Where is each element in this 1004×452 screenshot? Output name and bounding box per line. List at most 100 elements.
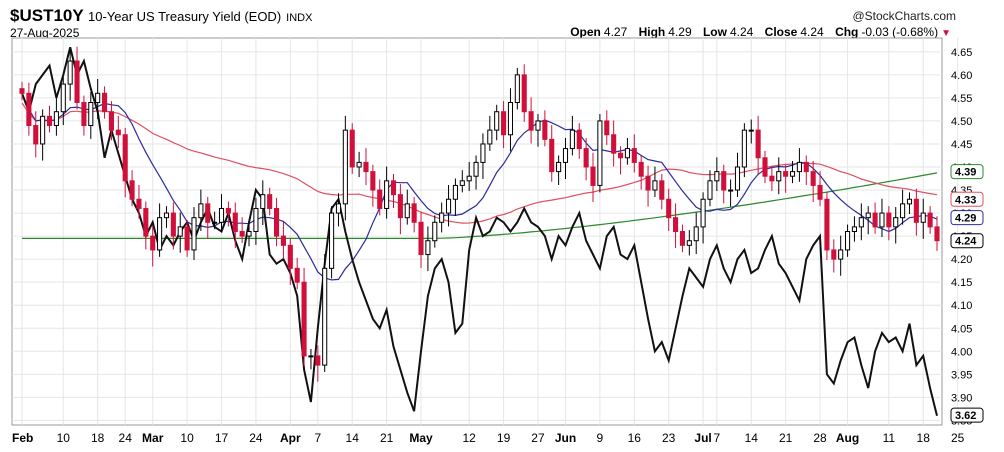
candle-body (583, 148, 589, 168)
candle-body (920, 212, 926, 223)
plot-frame (11, 37, 943, 426)
candle-body (33, 125, 39, 145)
candle-body (535, 120, 541, 131)
value-tag-box (950, 164, 984, 180)
candle-body (432, 221, 438, 242)
candle-body (170, 212, 176, 237)
y-tick-label: 4.55 (951, 93, 972, 105)
x-tick-label: 18 (91, 431, 105, 445)
candle-body (597, 120, 603, 186)
candle-body (845, 231, 851, 251)
value-tag-text: 4.33 (955, 194, 976, 206)
candle-body (507, 102, 514, 136)
x-tick-label: Jul (694, 431, 711, 445)
candle-body (308, 355, 314, 358)
down-arrow-icon: ▼ (941, 28, 951, 39)
candle-body (721, 171, 727, 191)
candle-body (74, 60, 80, 103)
candle-body (363, 161, 369, 173)
candle-body (253, 207, 259, 232)
y-tick-label: 4.50 (951, 116, 972, 128)
y-tick-label: 4.00 (951, 346, 972, 358)
value-tag-text: 4.24 (955, 236, 977, 248)
credit: @StockCharts.com (852, 9, 956, 23)
x-tick-label: 27 (531, 431, 545, 445)
x-tick-label: May (409, 431, 433, 445)
candle-body (803, 161, 809, 173)
candle-body (377, 189, 383, 209)
candle-body (19, 88, 25, 94)
x-tick-label: 28 (813, 431, 827, 445)
x-tick-label: 11 (883, 431, 896, 445)
candle-body (858, 217, 864, 228)
candle-body (246, 231, 252, 237)
candle-body (198, 203, 204, 219)
low-label: Low (702, 25, 727, 39)
x-tick-label: 9 (597, 431, 604, 445)
x-tick-label: Mar (142, 431, 164, 445)
candle-body (81, 102, 87, 127)
candle-body (624, 148, 630, 159)
ma50-series (21, 102, 938, 224)
candle-body (260, 194, 266, 209)
candle-body (494, 111, 500, 131)
candle-body (315, 355, 321, 366)
candle-body (411, 203, 417, 223)
candle-body (274, 207, 280, 237)
candle-body (136, 198, 142, 209)
chg-value: -0.03 (-0.68%) (861, 25, 939, 39)
candle-body (267, 194, 273, 209)
candle-body (679, 231, 685, 246)
candle-body (549, 138, 555, 173)
candle-body (301, 281, 307, 357)
candle-body (810, 171, 816, 186)
candle-body (638, 161, 644, 177)
candle-body (370, 171, 376, 191)
candle-body (473, 161, 479, 177)
x-tick-label: 7 (314, 431, 321, 445)
low-value: 4.24 (729, 25, 754, 39)
candle-body (824, 198, 830, 251)
date-label: 27-Aug-2025 (10, 26, 80, 40)
candle-body (576, 129, 582, 150)
candle-body (184, 226, 190, 251)
candle-body (418, 221, 424, 256)
candle-body (439, 212, 445, 223)
candle-body (872, 212, 878, 228)
candle-body (611, 134, 617, 154)
y-tick-label: 4.05 (951, 323, 972, 335)
compare-tag-box (950, 407, 984, 423)
candle-body (521, 74, 527, 113)
exchange: INDX (286, 12, 313, 24)
x-tick-label: 23 (662, 431, 676, 445)
open-value: 4.27 (603, 25, 628, 39)
candle-body (466, 175, 472, 182)
x-tick-label: 14 (346, 431, 360, 445)
x-tick-label: 7 (714, 431, 721, 445)
candles (19, 46, 940, 382)
candle-body (163, 212, 170, 219)
candle-body (95, 92, 101, 103)
candle-body (514, 74, 520, 103)
x-tick-label: 18 (917, 431, 931, 445)
candle-body (700, 198, 706, 228)
candle-body (425, 240, 431, 256)
candle-body (60, 83, 66, 113)
chg-label: Chg (835, 25, 859, 39)
candle-body (452, 184, 458, 200)
candle-body (831, 249, 837, 260)
candle-body (748, 129, 754, 132)
open-label: Open (570, 25, 601, 39)
value-tag-text: 4.39 (955, 167, 976, 179)
candle-body (528, 111, 534, 131)
candle-body (129, 180, 135, 200)
candle-body (645, 175, 651, 191)
y-tick-label: 4.45 (951, 139, 972, 151)
y-tick-label: 4.65 (951, 47, 972, 59)
value-tags: 4.39 4.33 4.29 4.24 3.62 (950, 164, 984, 423)
candle-body (913, 198, 919, 223)
high-label: High (638, 25, 666, 39)
candle-body (88, 102, 94, 127)
x-tick-label: 12 (463, 431, 477, 445)
candle-body (397, 194, 403, 219)
